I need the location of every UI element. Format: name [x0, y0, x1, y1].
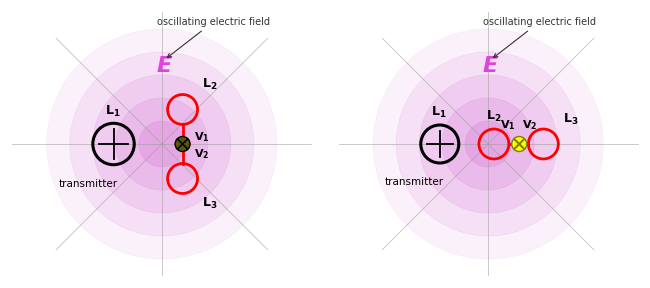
Text: $\mathbf{V_2}$: $\mathbf{V_2}$	[523, 118, 538, 132]
Text: E: E	[157, 56, 172, 76]
Text: oscillating electric field: oscillating electric field	[484, 17, 597, 58]
Text: oscillating electric field: oscillating electric field	[157, 17, 270, 58]
Circle shape	[139, 121, 185, 167]
Circle shape	[47, 29, 277, 259]
Text: $\mathbf{L_2}$: $\mathbf{L_2}$	[486, 109, 502, 124]
Text: transmitter: transmitter	[58, 179, 118, 189]
Text: $\mathbf{L_2}$: $\mathbf{L_2}$	[202, 77, 218, 92]
Circle shape	[93, 75, 231, 213]
Text: E: E	[483, 56, 498, 76]
Text: $\mathbf{V_1}$: $\mathbf{V_1}$	[500, 118, 516, 132]
Circle shape	[442, 98, 534, 190]
Text: $\mathbf{L_3}$: $\mathbf{L_3}$	[202, 196, 218, 211]
Circle shape	[70, 52, 254, 236]
Circle shape	[419, 75, 557, 213]
Circle shape	[116, 98, 208, 190]
Circle shape	[396, 52, 580, 236]
Text: $\mathbf{V_1}$: $\mathbf{V_1}$	[194, 130, 209, 144]
Circle shape	[465, 121, 511, 167]
Text: $\mathbf{L_1}$: $\mathbf{L_1}$	[105, 104, 120, 119]
Text: $\mathbf{L_1}$: $\mathbf{L_1}$	[431, 105, 447, 120]
Text: $\mathbf{L_3}$: $\mathbf{L_3}$	[563, 112, 578, 127]
Circle shape	[175, 137, 190, 151]
Circle shape	[373, 29, 603, 259]
Text: transmitter: transmitter	[385, 177, 444, 187]
Text: $\mathbf{V_2}$: $\mathbf{V_2}$	[194, 147, 209, 161]
Circle shape	[512, 137, 526, 151]
